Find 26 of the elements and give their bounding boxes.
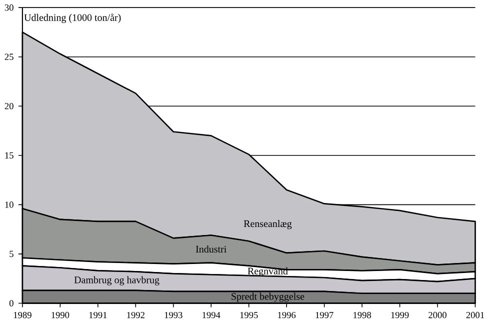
x-tick-label: 1998 <box>354 312 372 318</box>
y-tick-label: 20 <box>4 103 14 110</box>
y-tick-label: 30 <box>4 4 14 11</box>
x-tick-label: 1999 <box>391 312 409 318</box>
x-tick-label: 1991 <box>89 312 107 318</box>
x-tick-label: 1997 <box>316 312 334 318</box>
x-tick-label: 2000 <box>428 312 446 318</box>
x-tick-label: 1989 <box>14 312 32 318</box>
y-axis-title: Udledning (1000 ton/år) <box>24 14 121 24</box>
x-tick-label: 1992 <box>127 312 144 318</box>
y-tick-label: 10 <box>5 202 14 208</box>
series-label: Dambrug og havbrug <box>74 276 160 286</box>
y-tick-label: 15 <box>5 152 14 159</box>
x-tick-label: 1990 <box>52 312 70 318</box>
x-tick-label: 1994 <box>202 312 220 318</box>
y-tick-label: 5 <box>10 251 14 258</box>
series-label: Industri <box>196 246 226 253</box>
x-tick-label: 1993 <box>164 312 182 318</box>
series-label: Regnvand <box>248 268 288 277</box>
x-tick-label: 1996 <box>278 312 296 318</box>
x-tick-label: 1995 <box>240 312 258 318</box>
series-label: Renseanlæg <box>244 220 292 230</box>
x-tick-label: 2001 <box>466 312 484 318</box>
y-tick-label: 0 <box>9 300 14 307</box>
y-tick-label: 25 <box>4 54 14 60</box>
series-label: Spredt bebyggelse <box>232 292 304 302</box>
